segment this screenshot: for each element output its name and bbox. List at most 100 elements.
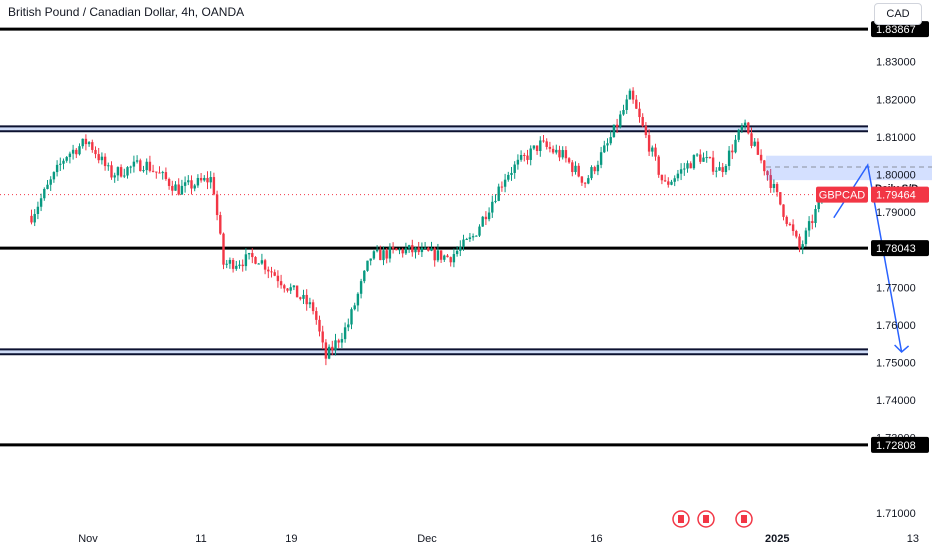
candle-body: [564, 150, 568, 159]
candle-body: [356, 293, 360, 306]
candle-body: [97, 154, 100, 161]
candle-body: [807, 221, 811, 231]
candle-body: [702, 157, 705, 162]
candle-body: [555, 149, 558, 153]
candle-body: [676, 173, 680, 179]
x-tick-label: 2025: [765, 533, 789, 545]
x-tick-label: 16: [590, 533, 602, 545]
event-flash-icon-glyph: [678, 515, 684, 523]
candle-body: [484, 216, 488, 220]
candle-body: [651, 147, 654, 152]
candle-body: [359, 281, 363, 294]
candle-body: [606, 143, 609, 146]
candle-body: [321, 331, 324, 343]
candle-body: [164, 172, 168, 179]
candle-body: [791, 224, 795, 232]
candle-body: [708, 157, 712, 159]
candle-body: [743, 122, 747, 127]
chart-title: British Pound / Canadian Dollar, 4h, OAN…: [8, 5, 245, 19]
candle-body: [740, 126, 744, 130]
candle-body: [503, 179, 507, 187]
candle-body: [401, 249, 404, 254]
candle-body: [455, 250, 459, 255]
candle-body: [129, 166, 132, 168]
candle-body: [388, 246, 392, 259]
candle-body: [811, 221, 814, 224]
candle-body: [398, 249, 401, 251]
candle-body: [395, 248, 398, 251]
candle-body: [475, 235, 478, 237]
candle-body: [737, 129, 740, 140]
price-level-label: 1.72808: [876, 440, 916, 452]
candle-body: [750, 133, 753, 146]
candle-body: [193, 185, 196, 189]
candle-body: [366, 260, 369, 271]
candle-body: [715, 170, 718, 172]
currency-button[interactable]: CAD: [874, 3, 922, 25]
candle-body: [513, 164, 516, 173]
candle-body: [705, 157, 708, 159]
candle-body: [721, 167, 724, 173]
candle-body: [65, 157, 68, 161]
candle-body: [420, 247, 424, 253]
candle-body: [430, 248, 433, 251]
candle-body: [110, 165, 113, 178]
candle-body: [391, 246, 395, 249]
candle-body: [206, 177, 209, 183]
candle-body: [379, 249, 382, 261]
candle-body: [372, 251, 376, 259]
candle-body: [247, 253, 251, 255]
candle-body: [135, 160, 139, 162]
candle-body: [510, 172, 513, 175]
candle-body: [123, 175, 126, 177]
candle-body: [231, 259, 235, 269]
candle-body: [292, 285, 296, 288]
flag-canada-icon-glyph: [741, 515, 747, 523]
candle-body: [433, 248, 436, 261]
y-tick-label: 1.76000: [876, 320, 916, 332]
candle-body: [747, 122, 750, 134]
candle-body: [660, 174, 664, 181]
candle-body: [516, 159, 520, 165]
candle-body: [782, 204, 785, 217]
candle-body: [177, 184, 180, 195]
candle-body: [238, 264, 241, 266]
y-tick-label: 1.74000: [876, 395, 916, 407]
candle-body: [331, 346, 334, 351]
candle-body: [603, 145, 606, 153]
zones: [0, 27, 868, 447]
candle-body: [443, 255, 446, 260]
candle-body: [571, 162, 574, 173]
candle-body: [679, 169, 683, 174]
candle-body: [334, 340, 337, 351]
candle-body: [644, 125, 648, 136]
candle-body: [551, 148, 555, 153]
y-tick-label: 1.77000: [876, 282, 916, 294]
candle-body: [439, 250, 443, 260]
candle-body: [78, 146, 81, 155]
candle-body: [55, 164, 59, 173]
candle-body: [126, 167, 129, 176]
candle-body: [263, 260, 267, 270]
candle-body: [107, 165, 110, 167]
last-price-badge: [871, 186, 929, 203]
candle-body: [158, 172, 161, 174]
candle-body: [545, 141, 548, 147]
candle-body: [142, 170, 145, 172]
candle-body: [417, 247, 420, 253]
candle-body: [635, 99, 638, 109]
candle-body: [647, 135, 651, 152]
candle-body: [363, 270, 366, 282]
candle-body: [174, 184, 177, 191]
candle-body: [772, 184, 776, 188]
candle-body: [699, 154, 702, 162]
candle-body: [657, 156, 660, 175]
candle-body: [500, 186, 504, 188]
candle-body: [414, 247, 417, 253]
candle-body: [260, 260, 264, 264]
candle-body: [686, 163, 689, 169]
candle-body: [673, 178, 676, 182]
candle-body: [267, 269, 270, 272]
